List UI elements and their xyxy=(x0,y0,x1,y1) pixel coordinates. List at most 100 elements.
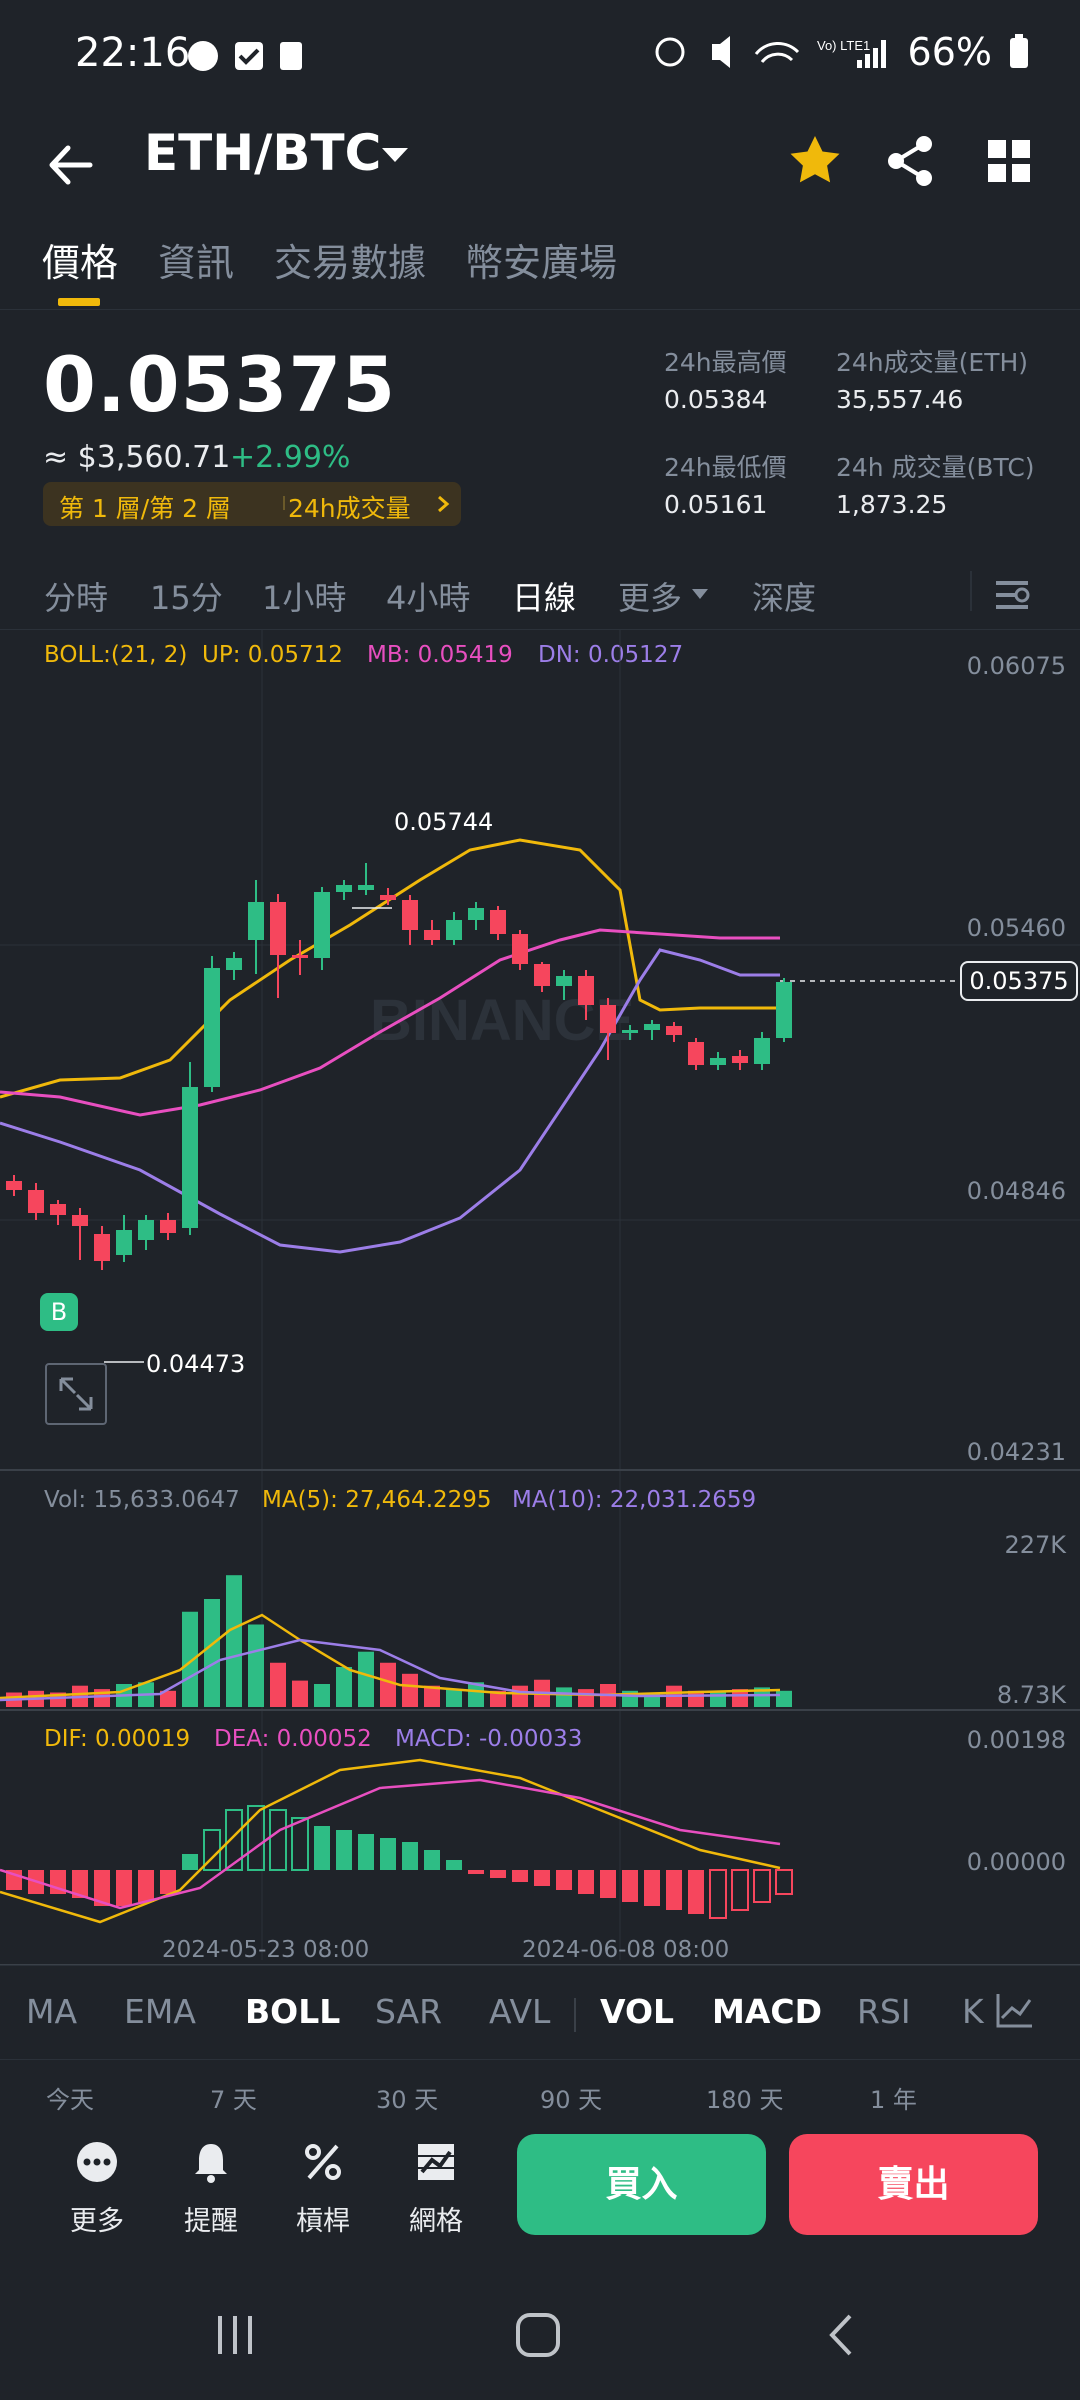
vol-ma5: MA(5): 27,464.2295 xyxy=(262,1487,492,1513)
candle-body xyxy=(468,908,484,920)
volume-bar xyxy=(512,1685,528,1707)
boll-label: BOLL:(21, 2) xyxy=(44,642,188,668)
indicator-vol[interactable]: VOL xyxy=(600,1992,675,2031)
macd-hist-bar xyxy=(225,1809,243,1871)
range-90d[interactable]: 90 天 xyxy=(540,2086,603,2114)
macd-axis-top: 0.00198 xyxy=(966,1726,1066,1754)
indicator-settings-icon[interactable] xyxy=(992,1988,1036,2032)
indicator-rsi[interactable]: RSI xyxy=(857,1992,911,2031)
range-180d[interactable]: 180 天 xyxy=(706,2086,784,2114)
layer-tag[interactable]: 第 1 層/第 2 層 24h成交量 xyxy=(43,482,461,526)
kline-chart[interactable]: BINANCE xyxy=(0,630,1080,1970)
interval-depth[interactable]: 深度 xyxy=(752,579,817,617)
candle-body xyxy=(314,892,330,958)
vol-btc-label: 24h 成交量(BTC) xyxy=(836,453,1035,482)
status-notification-icons xyxy=(185,36,315,80)
macd-hist-bar xyxy=(622,1870,638,1902)
boll-mid-line xyxy=(0,928,780,1117)
pill-divider xyxy=(283,496,285,510)
range-30d[interactable]: 30 天 xyxy=(376,2086,439,2114)
price-axis-label-1: 0.06075 xyxy=(966,652,1066,680)
candle-body xyxy=(622,1030,638,1033)
favorite-star-icon[interactable] xyxy=(782,128,848,194)
chart-settings-icon[interactable] xyxy=(992,575,1032,615)
interval-1h[interactable]: 1小時 xyxy=(262,579,347,617)
interval-15m[interactable]: 15分 xyxy=(150,579,223,617)
nav-back-icon[interactable] xyxy=(822,2310,862,2360)
tool-alert[interactable]: 提醒 xyxy=(166,2140,256,2238)
grid-icon xyxy=(418,2144,454,2180)
layer-label: 第 1 層/第 2 層 xyxy=(59,494,232,523)
buy-button[interactable]: 買入 xyxy=(517,2134,766,2235)
boll-upper-line xyxy=(0,838,780,1099)
expand-icon xyxy=(59,1377,93,1411)
pair-title[interactable]: ETH/BTC xyxy=(144,124,382,182)
status-right: Vo) LTE1 66% xyxy=(652,30,1030,74)
high-label: 24h最高價 xyxy=(664,348,787,377)
fullscreen-button[interactable] xyxy=(45,1363,107,1425)
last-price: 0.05375 xyxy=(43,340,397,429)
tab-binance-square[interactable]: 幣安廣場 xyxy=(465,241,618,285)
indicator-macd[interactable]: MACD xyxy=(712,1992,822,2031)
back-button[interactable] xyxy=(40,130,110,200)
sell-button[interactable]: 賣出 xyxy=(789,2134,1038,2235)
network-label: Vo) LTE1 xyxy=(817,38,870,53)
macd-hist-bar xyxy=(94,1870,110,1906)
macd-hist-bar xyxy=(269,1809,287,1871)
tool-leverage[interactable]: 槓桿 xyxy=(278,2140,368,2238)
range-1y[interactable]: 1 年 xyxy=(870,2086,917,2114)
tool-grid[interactable]: 網格 xyxy=(391,2140,481,2238)
buy-marker[interactable]: B xyxy=(40,1293,78,1331)
macd-hist-bar xyxy=(688,1870,704,1914)
volume-bar xyxy=(732,1689,748,1707)
current-price-tag: 0.05375 xyxy=(960,961,1078,1001)
macd-hist-bar xyxy=(490,1870,506,1878)
battery-percent: 66% xyxy=(907,30,992,74)
volume-bar xyxy=(204,1599,220,1707)
recent-apps-icon[interactable] xyxy=(210,2310,260,2360)
volume-bar xyxy=(490,1690,506,1707)
candle-body xyxy=(556,976,572,986)
interval-4h[interactable]: 4小時 xyxy=(386,579,471,617)
candle-body xyxy=(776,982,792,1038)
indicator-boll[interactable]: BOLL xyxy=(245,1992,341,2031)
interval-more[interactable]: 更多 xyxy=(618,579,683,617)
indicator-k[interactable]: K xyxy=(962,1992,984,2031)
volume-bar xyxy=(402,1673,418,1707)
candle-body xyxy=(446,920,462,940)
range-today[interactable]: 今天 xyxy=(46,2086,94,2114)
range-7d[interactable]: 7 天 xyxy=(210,2086,257,2114)
candle-body xyxy=(160,1220,176,1233)
candle-body xyxy=(512,934,528,964)
system-nav-bar xyxy=(0,2270,1080,2400)
interval-timeline[interactable]: 分時 xyxy=(44,579,109,617)
candle-body xyxy=(710,1058,726,1065)
candle-body xyxy=(600,1005,616,1033)
tab-info[interactable]: 資訊 xyxy=(158,241,235,285)
indicator-avl[interactable]: AVL xyxy=(489,1992,551,2031)
interval-1d[interactable]: 日線 xyxy=(512,579,577,617)
tab-price[interactable]: 價格 xyxy=(42,241,119,285)
boll-mb: MB: 0.05419 xyxy=(367,642,513,668)
notification-icons xyxy=(188,41,302,71)
pair-dropdown-icon[interactable] xyxy=(378,140,412,170)
macd-hist-bar xyxy=(666,1870,682,1910)
layout-grid-icon[interactable] xyxy=(976,128,1042,194)
macd-hist-bar xyxy=(291,1817,309,1871)
share-icon[interactable] xyxy=(878,128,944,194)
tool-more[interactable]: 更多 xyxy=(52,2140,142,2238)
candle-body xyxy=(116,1230,132,1255)
macd-dif: DIF: 0.00019 xyxy=(44,1726,191,1752)
boll-lower-line xyxy=(0,948,780,1254)
system-icons: Vo) LTE1 xyxy=(655,36,886,68)
indicator-ma[interactable]: MA xyxy=(26,1992,78,2031)
macd-hist-bar xyxy=(380,1838,396,1870)
tab-trading-data[interactable]: 交易數據 xyxy=(274,241,427,285)
tab-bar: 價格 資訊 交易數據 幣安廣場 xyxy=(0,222,1080,310)
indicator-sar[interactable]: SAR xyxy=(375,1992,443,2031)
indicator-ema[interactable]: EMA xyxy=(124,1992,196,2031)
low-marker-label: 0.04473 xyxy=(146,1350,246,1378)
candle-body xyxy=(270,902,286,955)
home-icon[interactable] xyxy=(512,2310,568,2360)
macd-hist-bar xyxy=(424,1850,440,1870)
